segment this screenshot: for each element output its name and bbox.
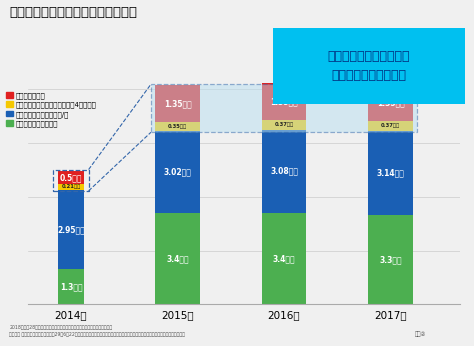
Bar (155, 213, 200, 304)
Bar (58, 270, 84, 304)
Bar (58, 190, 84, 270)
Text: 3.02兆円: 3.02兆円 (164, 167, 191, 176)
Text: 3.3兆円: 3.3兆円 (379, 255, 402, 264)
Text: 0.35兆円: 0.35兆円 (168, 124, 187, 129)
Text: 内閣官房 社会保障改革担当室（平成29年6月22日）「社会保障と税の一体改革における財源・使途の状況」より　山本太郎事務所　作成: 内閣官房 社会保障改革担当室（平成29年6月22日）「社会保障と税の一体改革にお… (9, 332, 185, 337)
Text: 0.5兆円: 0.5兆円 (60, 173, 82, 182)
Legend: 社会保障の充実, 消費税率引上げに伴う社会保障4経費の増, 基礎年金国庫負担割合１/２, 後代へのつけ回し軽減: 社会保障の充実, 消費税率引上げに伴う社会保障4経費の増, 基礎年金国庫負担割合… (6, 92, 97, 127)
Text: 社会保障４経費と消費税財源の推移: 社会保障４経費と消費税財源の推移 (9, 6, 137, 19)
Text: 3.4兆円: 3.4兆円 (273, 254, 295, 263)
Text: 資料②: 資料② (415, 332, 426, 337)
Text: 0.37兆円: 0.37兆円 (381, 123, 400, 128)
Text: 2018年３月28日　参議院　予算委員会　希望の会（自由・社民）：山本太郎: 2018年３月28日 参議院 予算委員会 希望の会（自由・社民）：山本太郎 (9, 325, 113, 330)
Bar (262, 83, 306, 120)
Text: 1.3兆円: 1.3兆円 (60, 282, 82, 291)
Bar (262, 130, 306, 213)
Text: 0.21兆円: 0.21兆円 (62, 184, 81, 190)
Text: ここだけしか社会保障の
充実に使われていない: ここだけしか社会保障の 充実に使われていない (327, 50, 410, 82)
Bar (368, 131, 413, 216)
Bar (368, 121, 413, 131)
Text: 3.4兆円: 3.4兆円 (166, 254, 189, 263)
Bar (58, 171, 84, 184)
Bar (262, 213, 306, 304)
Bar (54, 170, 89, 191)
Bar (155, 122, 200, 131)
Text: 0.37兆円: 0.37兆円 (274, 122, 293, 127)
Text: 1.35兆円: 1.35兆円 (270, 97, 298, 106)
Text: 2.95兆円: 2.95兆円 (57, 225, 85, 234)
Bar (368, 84, 413, 121)
Text: 3.14兆円: 3.14兆円 (377, 169, 404, 177)
Text: 1.35兆円: 1.35兆円 (164, 99, 191, 108)
Bar (155, 131, 200, 213)
Bar (155, 85, 200, 122)
Bar (151, 84, 417, 132)
Text: 1.35兆円: 1.35兆円 (377, 98, 404, 107)
Bar (262, 120, 306, 130)
Text: 3.08兆円: 3.08兆円 (270, 167, 298, 176)
Bar (368, 216, 413, 304)
Bar (58, 184, 84, 190)
